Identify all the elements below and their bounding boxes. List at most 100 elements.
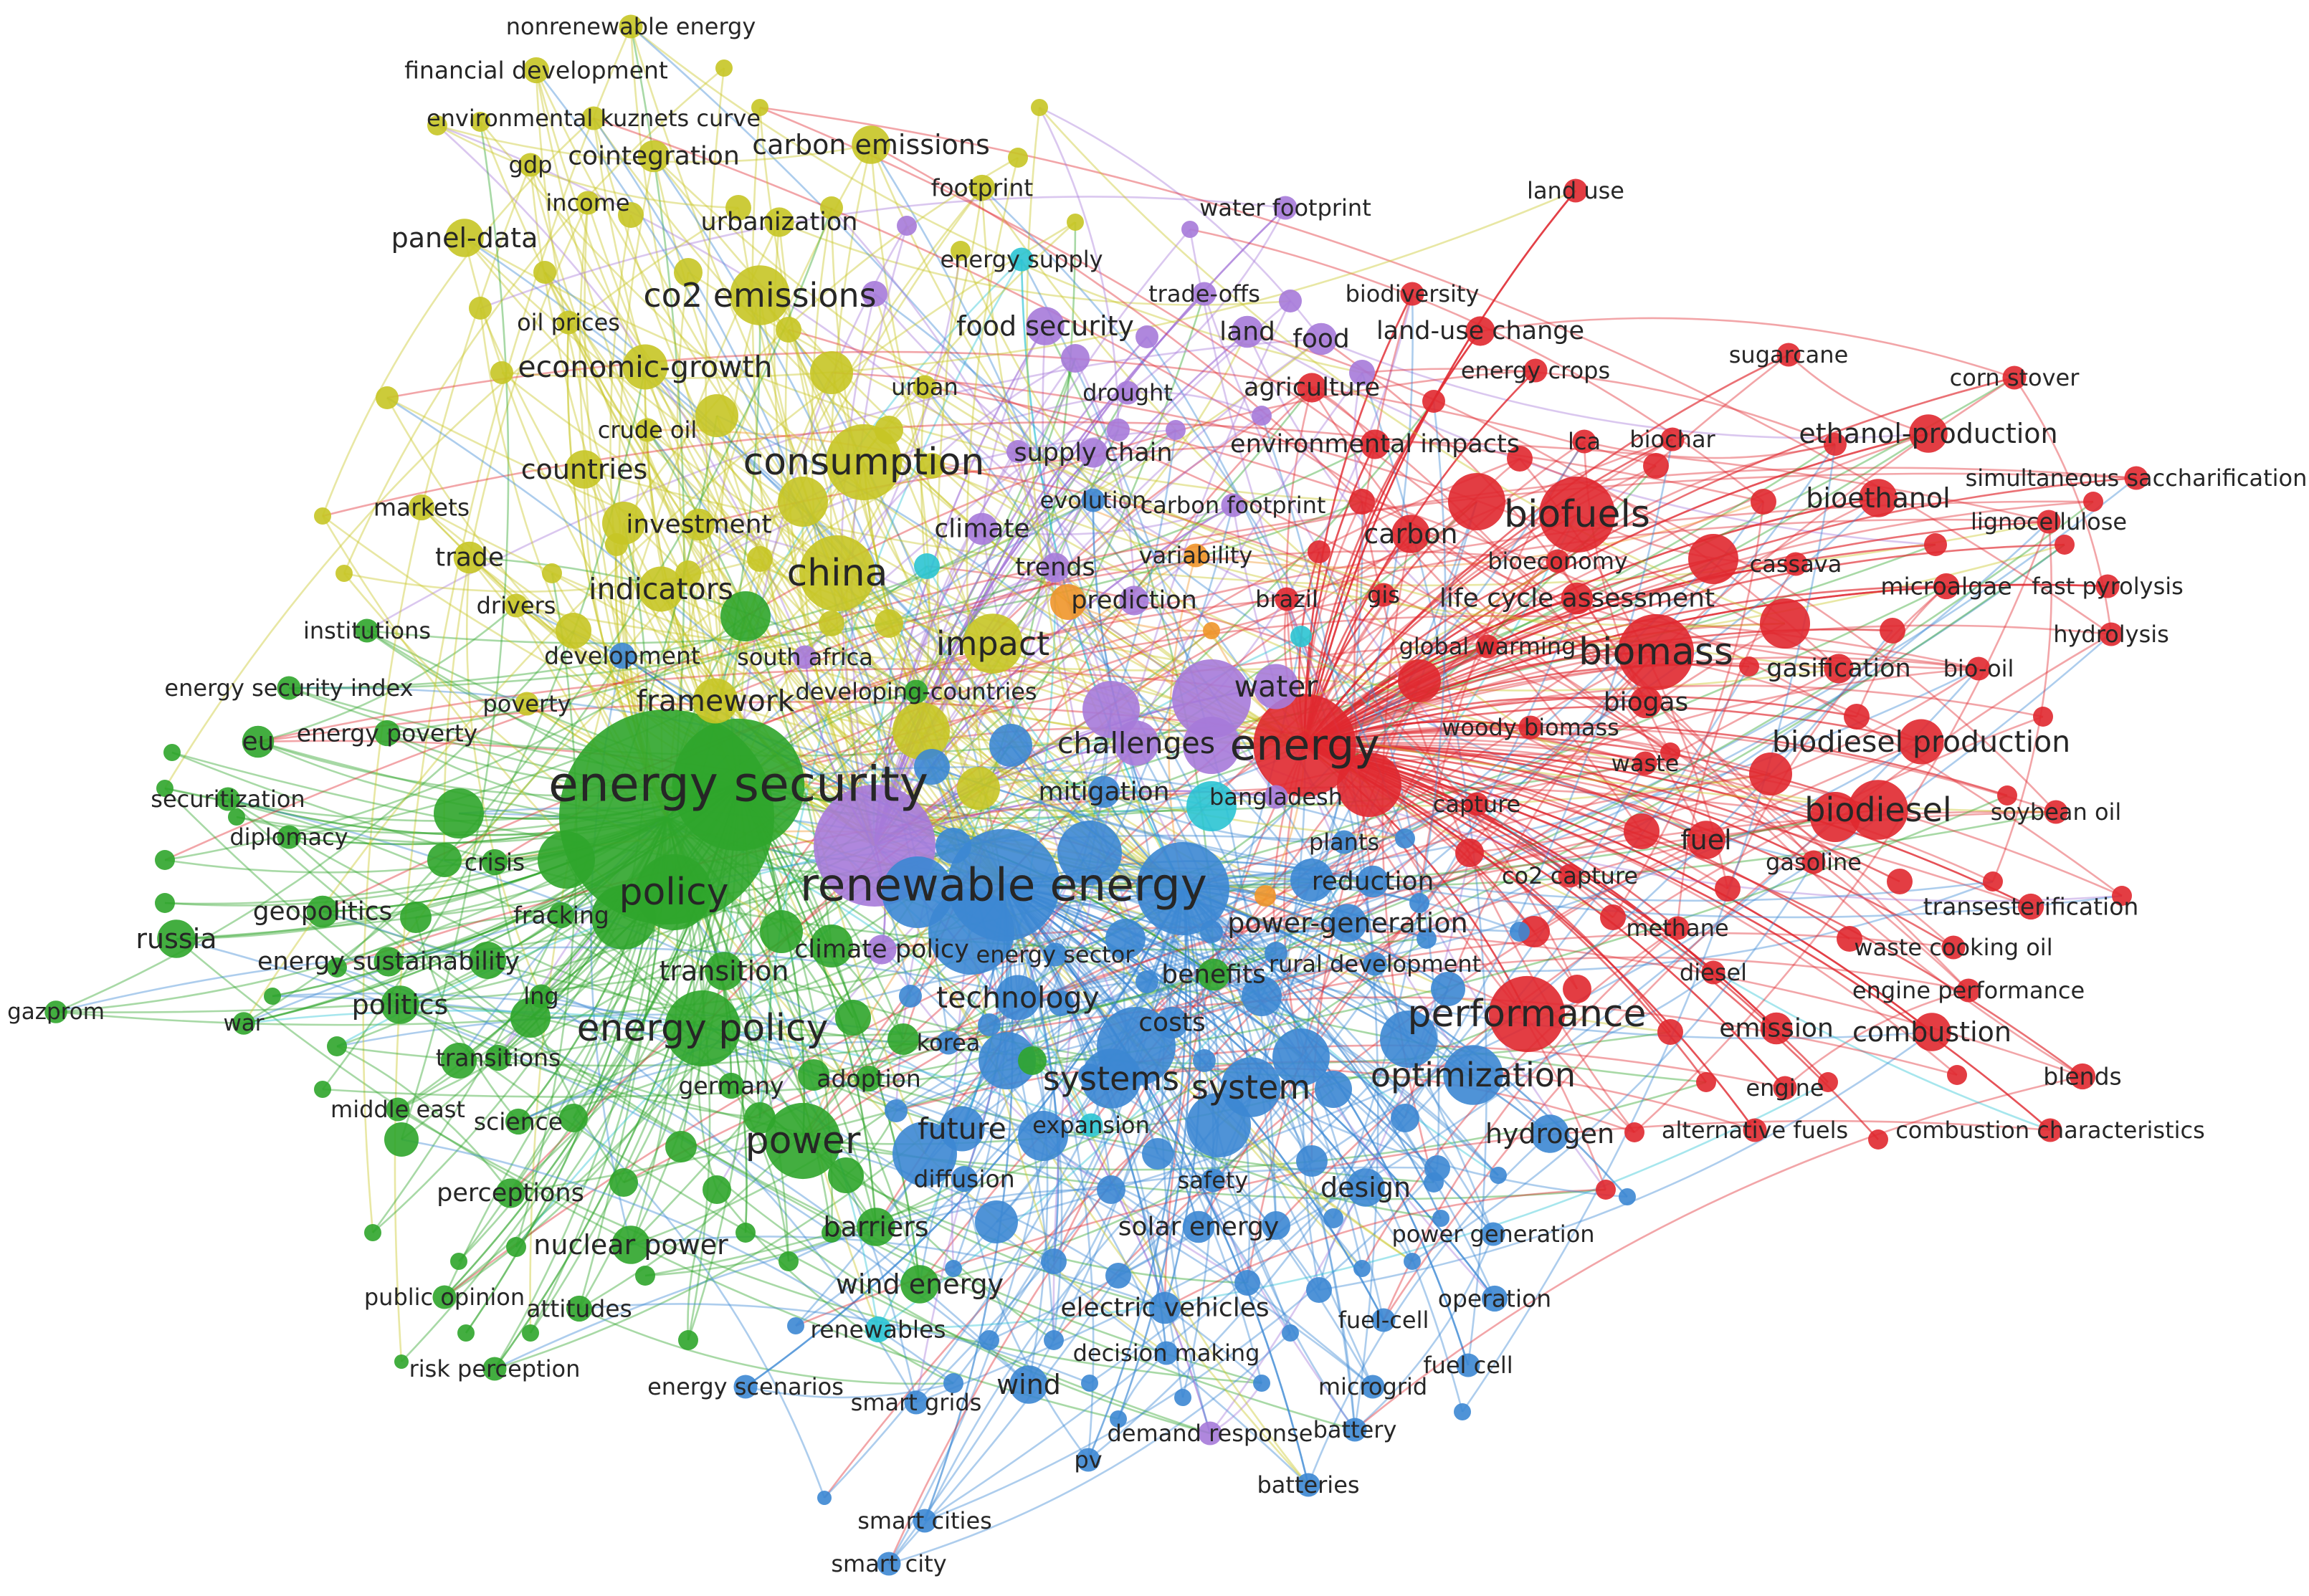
node-lca[interactable] [1572, 429, 1596, 454]
node-south-africa[interactable] [793, 645, 817, 669]
node-combustion-characteristics[interactable] [2038, 1118, 2062, 1142]
label-prediction[interactable]: prediction [1071, 586, 1197, 615]
node-carbon-footprint[interactable] [1221, 493, 1245, 517]
label-transitions[interactable]: transitions [436, 1044, 561, 1072]
node-war[interactable] [232, 1012, 255, 1035]
label-climate-policy[interactable]: climate policy [794, 935, 969, 964]
node-capture[interactable] [1465, 792, 1489, 816]
label-food[interactable]: food [1292, 325, 1350, 354]
node-korea[interactable] [936, 1031, 961, 1055]
label-crisis[interactable]: crisis [465, 849, 525, 876]
label-korea[interactable]: korea [917, 1029, 981, 1056]
label-technology[interactable]: technology [936, 980, 1100, 1015]
node-emission[interactable] [1760, 1012, 1793, 1045]
label-fracking[interactable]: fracking [513, 902, 609, 930]
label-capture[interactable]: capture [1433, 790, 1520, 818]
node-future[interactable] [939, 1106, 985, 1152]
node-perceptions[interactable] [495, 1178, 525, 1208]
label-consumption[interactable]: consumption [743, 441, 985, 484]
node-oil-prices[interactable] [556, 310, 581, 335]
label-russia[interactable]: russia [135, 923, 216, 955]
label-trade[interactable]: trade [435, 543, 504, 573]
node-adoption[interactable] [855, 1065, 882, 1092]
node-ekc[interactable] [581, 106, 606, 130]
label-lignocellulose[interactable]: lignocellulose [1971, 508, 2127, 535]
label-wind-energy[interactable]: wind energy [836, 1268, 1004, 1300]
node-soybean-oil[interactable] [2044, 800, 2068, 824]
label-waste-cooking-oil[interactable]: waste cooking oil [1854, 934, 2052, 961]
label-water[interactable]: water [1234, 669, 1318, 704]
label-policy[interactable]: policy [619, 871, 728, 914]
node-methane[interactable] [1665, 916, 1690, 940]
node-power[interactable] [764, 1102, 842, 1180]
node-smart-cities[interactable] [913, 1509, 937, 1533]
label-combustion[interactable]: combustion [1852, 1016, 2012, 1048]
label-power-generation-2[interactable]: power generation [1391, 1220, 1594, 1248]
label-biomass[interactable]: biomass [1579, 631, 1733, 674]
label-nuclear-power[interactable]: nuclear power [533, 1229, 728, 1261]
node-carbon-emissions[interactable] [852, 125, 890, 164]
node-energy-crops[interactable] [1523, 358, 1548, 383]
label-battery[interactable]: battery [1313, 1416, 1397, 1443]
label-energy[interactable]: energy [1229, 720, 1379, 770]
node-waste-cooking-oil[interactable] [1941, 935, 1966, 960]
node-middle-east[interactable] [386, 1097, 410, 1122]
node-safety[interactable] [1201, 1168, 1225, 1193]
node-prediction[interactable] [1119, 586, 1149, 616]
label-markets[interactable]: markets [373, 494, 470, 522]
label-war[interactable]: war [223, 1010, 264, 1036]
label-poverty[interactable]: poverty [482, 690, 571, 717]
node-land-use-change[interactable] [1465, 316, 1495, 346]
label-energy-security-index[interactable]: energy security index [164, 674, 413, 702]
label-alternative-fuels[interactable]: alternative fuels [1662, 1117, 1848, 1144]
label-agriculture[interactable]: agriculture [1244, 373, 1380, 402]
node-blends[interactable] [2069, 1063, 2096, 1090]
node-germany[interactable] [718, 1072, 745, 1099]
label-countries[interactable]: countries [521, 454, 648, 485]
label-barriers[interactable]: barriers [823, 1211, 928, 1243]
node-hydrogen[interactable] [1530, 1114, 1569, 1153]
label-attitudes[interactable]: attitudes [526, 1295, 632, 1323]
label-land-use-change[interactable]: land-use change [1376, 317, 1584, 345]
label-drivers[interactable]: drivers [477, 592, 556, 619]
label-bioethanol[interactable]: bioethanol [1806, 482, 1950, 514]
label-costs[interactable]: costs [1138, 1008, 1205, 1038]
label-biofuels[interactable]: biofuels [1504, 493, 1650, 536]
node-indicators[interactable] [638, 566, 684, 612]
label-gdp[interactable]: gdp [509, 151, 553, 178]
node-demand-response[interactable] [1198, 1421, 1222, 1446]
node-engine[interactable] [1773, 1076, 1797, 1100]
node-variability[interactable] [1184, 543, 1208, 568]
label-transition[interactable]: transition [659, 955, 789, 987]
label-biodiesel-production[interactable]: biodiesel production [1772, 725, 2070, 759]
label-corn-stover[interactable]: corn stover [1950, 364, 2080, 391]
node-science[interactable] [505, 1108, 532, 1135]
node-markets[interactable] [408, 494, 435, 521]
label-energy-crops[interactable]: energy crops [1461, 357, 1610, 384]
node-biochar[interactable] [1660, 427, 1685, 451]
node-impact[interactable] [963, 613, 1023, 674]
label-energy-policy[interactable]: energy policy [577, 1007, 829, 1050]
node-hydrolysis[interactable] [2099, 622, 2123, 646]
node-benefits[interactable] [1197, 958, 1230, 991]
label-developing-countries[interactable]: developing-countries [795, 678, 1037, 705]
node-batteries[interactable] [1296, 1473, 1320, 1497]
node-pv[interactable] [1076, 1448, 1100, 1472]
label-combustion-characteristics[interactable]: combustion characteristics [1895, 1117, 2205, 1144]
node-food[interactable] [1305, 322, 1338, 355]
node-cointegration[interactable] [637, 140, 670, 173]
node-land[interactable] [1231, 315, 1264, 348]
label-mitigation[interactable]: mitigation [1038, 778, 1169, 807]
node-performance[interactable] [1488, 975, 1566, 1053]
label-optimization[interactable]: optimization [1371, 1056, 1576, 1094]
label-development[interactable]: development [544, 642, 700, 670]
node-operation[interactable] [1481, 1285, 1508, 1312]
node-smart-grids[interactable] [904, 1390, 928, 1415]
label-design[interactable]: design [1320, 1172, 1411, 1203]
node-decision-making[interactable] [1154, 1341, 1179, 1365]
node-countries[interactable] [565, 450, 604, 489]
node-nonrenewable-energy[interactable] [619, 14, 643, 39]
label-smart-grids[interactable]: smart grids [851, 1389, 982, 1416]
node-gis[interactable] [1371, 583, 1396, 607]
node-geopolitics[interactable] [306, 895, 339, 928]
